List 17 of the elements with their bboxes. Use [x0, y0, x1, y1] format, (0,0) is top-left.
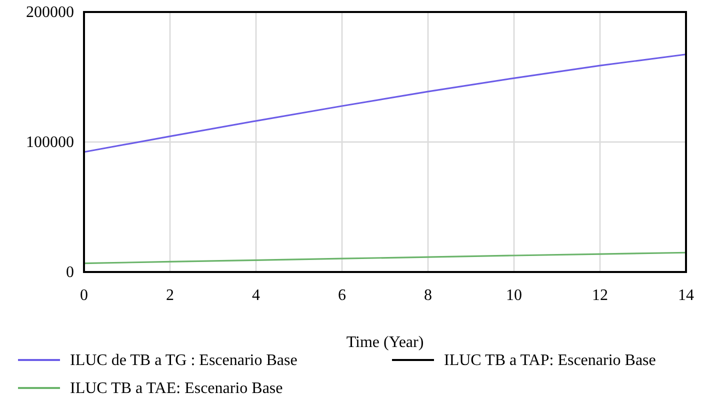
y-tick-label: 100000 — [26, 134, 74, 151]
x-tick-label: 10 — [506, 287, 522, 304]
x-tick-label: 4 — [252, 287, 260, 304]
legend-label: ILUC TB a TAP: Escenario Base — [444, 352, 656, 369]
y-tick-label: 0 — [66, 264, 74, 281]
x-tick-label: 8 — [424, 287, 432, 304]
legend-label: ILUC TB a TAE: Escenario Base — [70, 380, 283, 397]
x-tick-label: 6 — [338, 287, 346, 304]
x-tick-label: 2 — [166, 287, 174, 304]
x-tick-label: 0 — [80, 287, 88, 304]
line-series — [83, 54, 687, 153]
x-tick-label: 14 — [678, 287, 694, 304]
y-tick-label: 200000 — [26, 4, 74, 21]
line-series — [83, 252, 687, 264]
legend-label: ILUC de TB a TG : Escenario Base — [70, 352, 298, 369]
x-axis-title: Time (Year) — [346, 334, 424, 351]
x-tick-label: 12 — [592, 287, 608, 304]
